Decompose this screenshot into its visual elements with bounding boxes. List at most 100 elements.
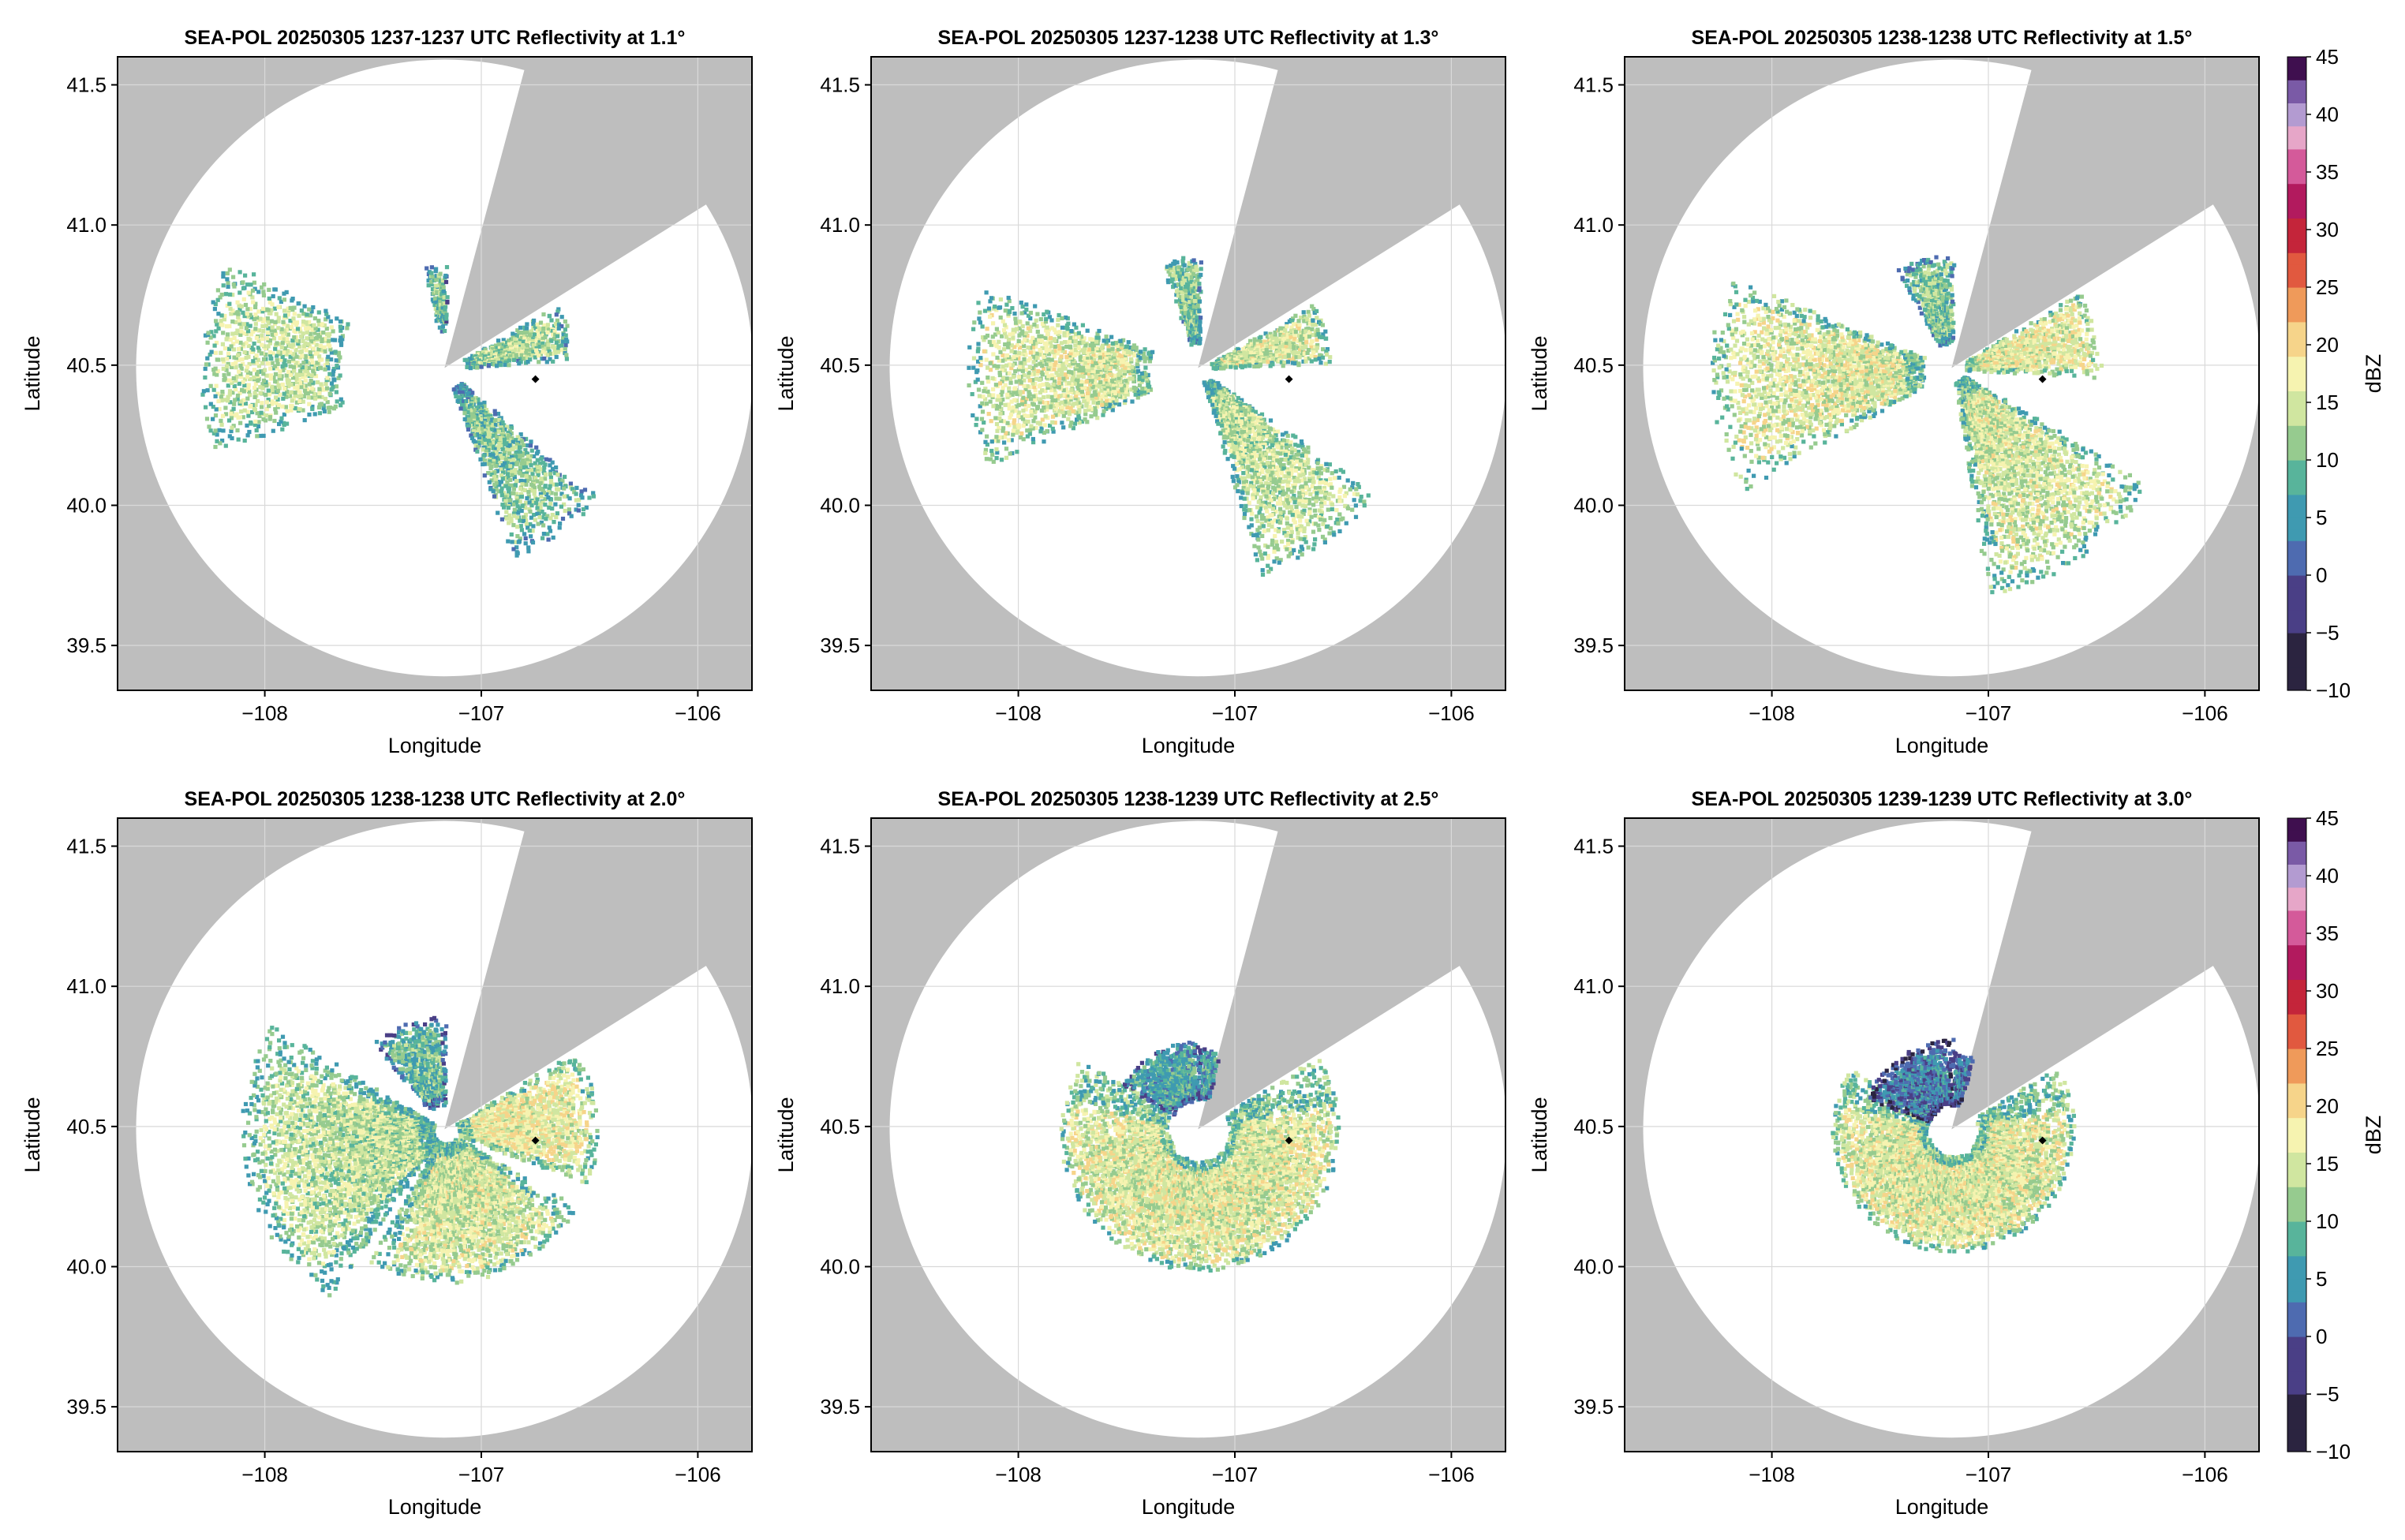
- echo-gate: [269, 328, 274, 333]
- echo-gate: [514, 454, 518, 459]
- echo-gate: [1266, 455, 1270, 460]
- echo-gate: [1148, 387, 1153, 392]
- echo-gate: [443, 305, 448, 309]
- echo-gate: [1003, 308, 1008, 313]
- echo-gate: [1301, 472, 1306, 477]
- echo-gate: [993, 305, 997, 309]
- echo-gate: [1270, 427, 1276, 432]
- echo-gate: [1094, 375, 1098, 379]
- echo-gate: [1276, 488, 1281, 492]
- x-tick-label: −107: [458, 701, 505, 725]
- echo-gate: [541, 326, 546, 331]
- echo-gate: [474, 413, 479, 418]
- echo-gate: [274, 401, 279, 406]
- echo-gate: [577, 498, 582, 503]
- echo-gate: [1012, 391, 1016, 395]
- echo-gate: [555, 309, 560, 314]
- echo-gate: [1051, 429, 1056, 434]
- echo-gate: [517, 330, 522, 335]
- echo-gate: [541, 532, 546, 536]
- echo-gate: [1325, 352, 1330, 357]
- echo-gate: [1002, 323, 1008, 327]
- echo-gate: [261, 290, 266, 294]
- echo-gate: [1260, 556, 1265, 561]
- echo-gate: [1043, 320, 1049, 324]
- echo-gate: [1277, 328, 1282, 333]
- echo-gate: [496, 489, 501, 494]
- echo-gate: [1107, 403, 1112, 408]
- echo-gate: [1009, 399, 1014, 404]
- echo-gate: [514, 438, 518, 443]
- echo-gate: [531, 322, 536, 327]
- echo-gate: [540, 349, 545, 354]
- echo-gate: [553, 502, 558, 506]
- echo-gate: [525, 451, 529, 456]
- echo-gate: [1112, 354, 1116, 359]
- echo-gate: [1040, 388, 1045, 393]
- echo-gate: [1243, 488, 1247, 493]
- echo-gate: [1277, 451, 1283, 456]
- echo-gate: [1073, 343, 1078, 348]
- echo-gate: [1043, 401, 1048, 406]
- echo-gate: [513, 337, 518, 342]
- echo-gate: [1046, 327, 1051, 332]
- echo-gate: [235, 428, 240, 433]
- echo-gate: [974, 370, 979, 375]
- echo-gate: [1318, 517, 1323, 522]
- echo-gate: [259, 410, 264, 415]
- echo-gate: [1059, 354, 1064, 359]
- reflectivity-echoes: [967, 256, 1371, 577]
- echo-gate: [1266, 522, 1271, 527]
- echo-gate: [1303, 459, 1307, 464]
- echo-gate: [1095, 392, 1101, 397]
- echo-gate: [486, 471, 491, 476]
- echo-gate: [1050, 426, 1055, 431]
- echo-gate: [522, 331, 527, 336]
- echo-gate: [1252, 337, 1257, 342]
- echo-gate: [1015, 450, 1019, 454]
- echo-gate: [988, 368, 993, 372]
- echo-gate: [267, 415, 272, 420]
- echo-gate: [984, 402, 989, 406]
- echo-gate: [1313, 521, 1318, 526]
- echo-gate: [1286, 538, 1291, 544]
- echo-gate: [500, 441, 506, 446]
- echo-gate: [1090, 375, 1094, 379]
- echo-gate: [967, 345, 972, 349]
- echo-gate: [982, 338, 986, 342]
- echo-gate: [1241, 471, 1246, 476]
- echo-gate: [213, 413, 219, 418]
- echo-gate: [994, 406, 999, 411]
- echo-gate: [518, 471, 522, 476]
- echo-gate: [1225, 421, 1230, 426]
- echo-gate: [994, 435, 999, 439]
- echo-gate: [215, 288, 220, 293]
- echo-gate: [1362, 499, 1367, 504]
- echo-gate: [1285, 349, 1290, 353]
- echo-gate: [1338, 487, 1343, 492]
- echo-gate: [1312, 489, 1317, 494]
- echo-gate: [1084, 403, 1089, 408]
- echo-gate: [1061, 425, 1066, 430]
- echo-gate: [1292, 345, 1296, 349]
- echo-gate: [1262, 426, 1267, 431]
- echo-gate: [243, 273, 248, 278]
- echo-gate: [1253, 409, 1258, 414]
- echo-gate: [1076, 388, 1081, 393]
- echo-gate: [524, 436, 529, 441]
- echo-gate: [336, 359, 341, 364]
- echo-gate: [441, 285, 446, 290]
- echo-gate: [555, 318, 559, 323]
- echo-gate: [1208, 384, 1213, 389]
- echo-gate: [1246, 465, 1251, 470]
- echo-gate: [505, 461, 510, 465]
- echo-gate: [482, 404, 487, 409]
- echo-gate: [275, 388, 280, 393]
- echo-gate: [527, 457, 532, 462]
- echo-gate: [541, 347, 546, 352]
- echo-gate: [1030, 378, 1035, 383]
- echo-gate: [546, 537, 551, 542]
- echo-gate: [1296, 327, 1301, 331]
- echo-gate: [1001, 319, 1005, 323]
- echo-gate: [230, 362, 235, 367]
